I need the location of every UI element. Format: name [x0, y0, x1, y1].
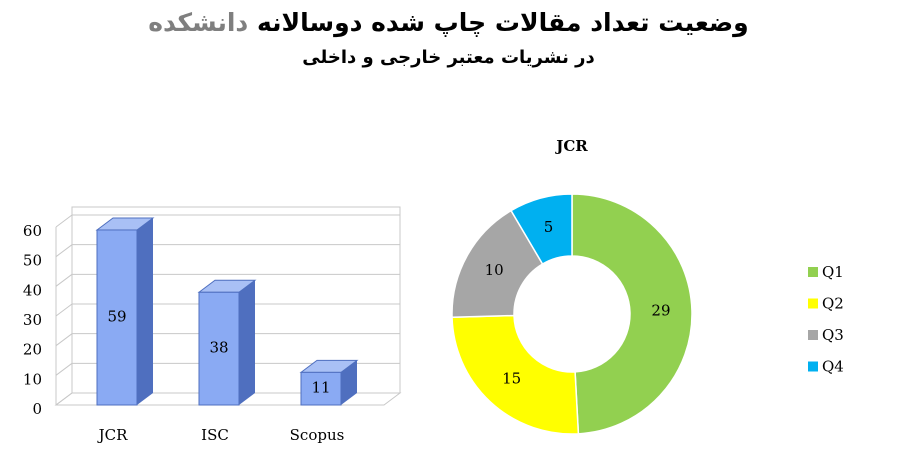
header: وضعیت تعداد مقالات چاپ شده دوسالانه دانش… — [0, 8, 897, 68]
legend-swatch — [808, 361, 818, 372]
legend-label: Q3 — [822, 326, 844, 344]
data-label: 59 — [107, 307, 126, 325]
y-tick-label: 20 — [23, 341, 42, 359]
pie-segment — [571, 193, 693, 435]
x-tick-label: JCR — [97, 426, 128, 444]
y-tick-label: 40 — [23, 281, 42, 299]
legend-swatch — [808, 267, 818, 277]
grid-line-side — [55, 362, 73, 376]
y-tick-label: 60 — [23, 222, 42, 240]
bar-side — [239, 280, 255, 405]
bar — [96, 229, 138, 406]
pie-segment — [451, 314, 580, 435]
y-tick-label: 10 — [23, 370, 42, 388]
title-main: وضعیت تعداد مقالات چاپ شده دوسالانه — [256, 8, 749, 37]
chart-title: JCR — [554, 137, 588, 155]
x-tick-label: ISC — [201, 426, 229, 444]
y-tick-label: 50 — [23, 252, 42, 270]
legend-label: Q1 — [822, 263, 844, 281]
data-label: 38 — [209, 339, 228, 357]
bar-side — [341, 360, 357, 405]
title-highlight: دانشکده — [148, 8, 249, 37]
title: وضعیت تعداد مقالات چاپ شده دوسالانه دانش… — [0, 8, 897, 37]
legend-label: Q4 — [822, 358, 844, 376]
y-tick-label: 0 — [32, 400, 42, 418]
legend-swatch — [808, 298, 818, 309]
data-label: 15 — [502, 369, 521, 387]
bar-side — [137, 217, 153, 405]
grid-line-side — [55, 392, 73, 406]
grid-line-side — [55, 303, 73, 317]
pie-segment — [510, 193, 573, 266]
data-label: 29 — [651, 302, 670, 320]
grid-line-side — [55, 333, 73, 347]
legend-label: Q2 — [822, 295, 844, 313]
grid-line-side — [55, 273, 73, 287]
bar — [300, 371, 342, 406]
data-label: 11 — [311, 379, 330, 397]
data-label: 10 — [485, 261, 504, 279]
grid-line-side — [55, 244, 73, 258]
bar — [198, 291, 240, 406]
data-label: 5 — [544, 218, 554, 236]
legend-swatch — [808, 330, 818, 340]
subtitle: در نشریات معتبر خارجی و داخلی — [302, 47, 595, 68]
x-tick-label: Scopus — [290, 426, 345, 444]
grid-line-side — [55, 214, 73, 228]
y-tick-label: 30 — [23, 311, 42, 329]
